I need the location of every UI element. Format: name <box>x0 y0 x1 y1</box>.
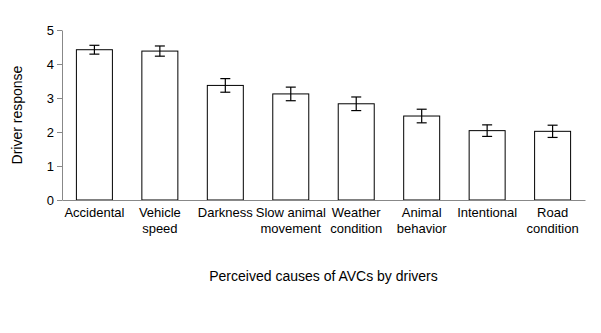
error-line <box>94 45 95 54</box>
error-line <box>220 92 230 93</box>
y-tick-label: 2 <box>47 125 54 140</box>
x-tick-label-line: speed <box>142 221 177 236</box>
bar <box>273 94 309 200</box>
y-axis-line <box>62 31 63 201</box>
y-tick-mark <box>57 166 62 167</box>
error-bar <box>548 125 558 137</box>
y-tick-label: 1 <box>47 159 54 174</box>
x-tick-label: Roadcondition <box>527 205 579 236</box>
error-line <box>356 97 357 111</box>
error-line <box>417 122 427 123</box>
error-bar <box>351 97 361 111</box>
error-line <box>155 45 165 46</box>
x-tick-label-line: Intentional <box>457 205 517 220</box>
error-line <box>548 137 558 138</box>
x-tick: Accidental <box>64 205 124 220</box>
error-line <box>159 46 160 56</box>
bar <box>142 51 178 200</box>
y-tick: 0 <box>47 193 62 208</box>
y-tick-mark <box>57 30 62 31</box>
x-tick-label: Darkness <box>198 205 253 220</box>
y-tick-label: 4 <box>47 57 54 72</box>
x-tick-label: Accidental <box>64 205 124 220</box>
plot: 0 1 2 3 4 5 Accidental Vehiclespeed DarknessSlow… <box>47 23 586 236</box>
x-tick-label: Animalbehavior <box>397 205 448 236</box>
error-line <box>89 45 99 46</box>
y-axis-title: Driver response <box>9 65 25 164</box>
error-bar <box>417 109 427 123</box>
y-tick: 5 <box>47 23 62 38</box>
bar <box>76 50 112 200</box>
y-tick-label: 0 <box>47 193 54 208</box>
x-tick-label: Slow animalmovement <box>256 205 326 236</box>
x-axis-title: Perceived causes of AVCs by drivers <box>209 268 438 284</box>
y-tick-mark <box>57 98 62 99</box>
y-tick-label: 5 <box>47 23 54 38</box>
y-tick: 4 <box>47 57 62 72</box>
x-tick: Animalbehavior <box>397 205 448 236</box>
y-tick-mark <box>57 200 62 201</box>
error-line <box>286 100 296 101</box>
bar <box>404 116 440 200</box>
error-bar <box>155 46 165 56</box>
error-bar <box>286 87 296 101</box>
error-line <box>548 125 558 126</box>
x-tick-label-line: movement <box>260 221 321 236</box>
y-tick-mark <box>57 64 62 65</box>
y-axis: 0 1 2 3 4 5 <box>47 23 63 208</box>
error-line <box>552 125 553 137</box>
x-tick: Intentional <box>457 205 517 220</box>
x-tick-label: Weathercondition <box>330 205 382 236</box>
error-line <box>487 125 488 137</box>
y-tick-mark <box>57 132 62 133</box>
bar <box>469 131 505 200</box>
x-tick-label-line: Weather <box>332 205 382 220</box>
y-tick: 1 <box>47 159 62 174</box>
error-line <box>482 136 492 137</box>
x-axis-line <box>63 200 586 201</box>
error-bar <box>89 45 99 54</box>
error-line <box>351 110 361 111</box>
x-tick-label: Intentional <box>457 205 517 220</box>
error-line <box>286 87 296 88</box>
x-tick: Roadcondition <box>527 205 579 236</box>
error-line <box>482 124 492 125</box>
x-tick-label: Vehiclespeed <box>139 205 181 236</box>
x-tick-label-line: Darkness <box>198 205 253 220</box>
error-line <box>225 79 226 93</box>
x-tick: Weathercondition <box>330 205 382 236</box>
error-bar <box>220 79 230 93</box>
x-tick: Slow animalmovement <box>256 205 326 236</box>
error-line <box>351 96 361 97</box>
x-tick-label-line: Vehicle <box>139 205 181 220</box>
x-tick: Vehiclespeed <box>139 205 181 236</box>
y-tick-label: 3 <box>47 91 54 106</box>
error-line <box>89 54 99 55</box>
x-tick-label-line: condition <box>330 221 382 236</box>
bar <box>535 131 571 200</box>
error-line <box>220 78 230 79</box>
error-line <box>155 56 165 57</box>
error-line <box>421 109 422 123</box>
y-tick: 3 <box>47 91 62 106</box>
x-tick: Darkness <box>198 205 253 220</box>
x-tick-label-line: condition <box>527 221 579 236</box>
bar <box>207 85 243 200</box>
x-tick-label-line: Animal <box>402 205 442 220</box>
x-tick-label-line: Road <box>537 205 568 220</box>
chart: 0 1 2 3 4 5 Accidental Vehiclespeed DarknessSlow… <box>0 0 601 333</box>
error-bar <box>482 125 492 137</box>
x-tick-label-line: behavior <box>397 221 448 236</box>
x-axis: Accidental Vehiclespeed DarknessSlow anima… <box>63 201 586 236</box>
y-tick: 2 <box>47 125 62 140</box>
error-line <box>290 87 291 101</box>
x-tick-label-line: Slow animal <box>256 205 326 220</box>
error-line <box>417 109 427 110</box>
marks <box>76 45 570 200</box>
x-tick-label-line: Accidental <box>64 205 124 220</box>
bar <box>338 104 374 200</box>
